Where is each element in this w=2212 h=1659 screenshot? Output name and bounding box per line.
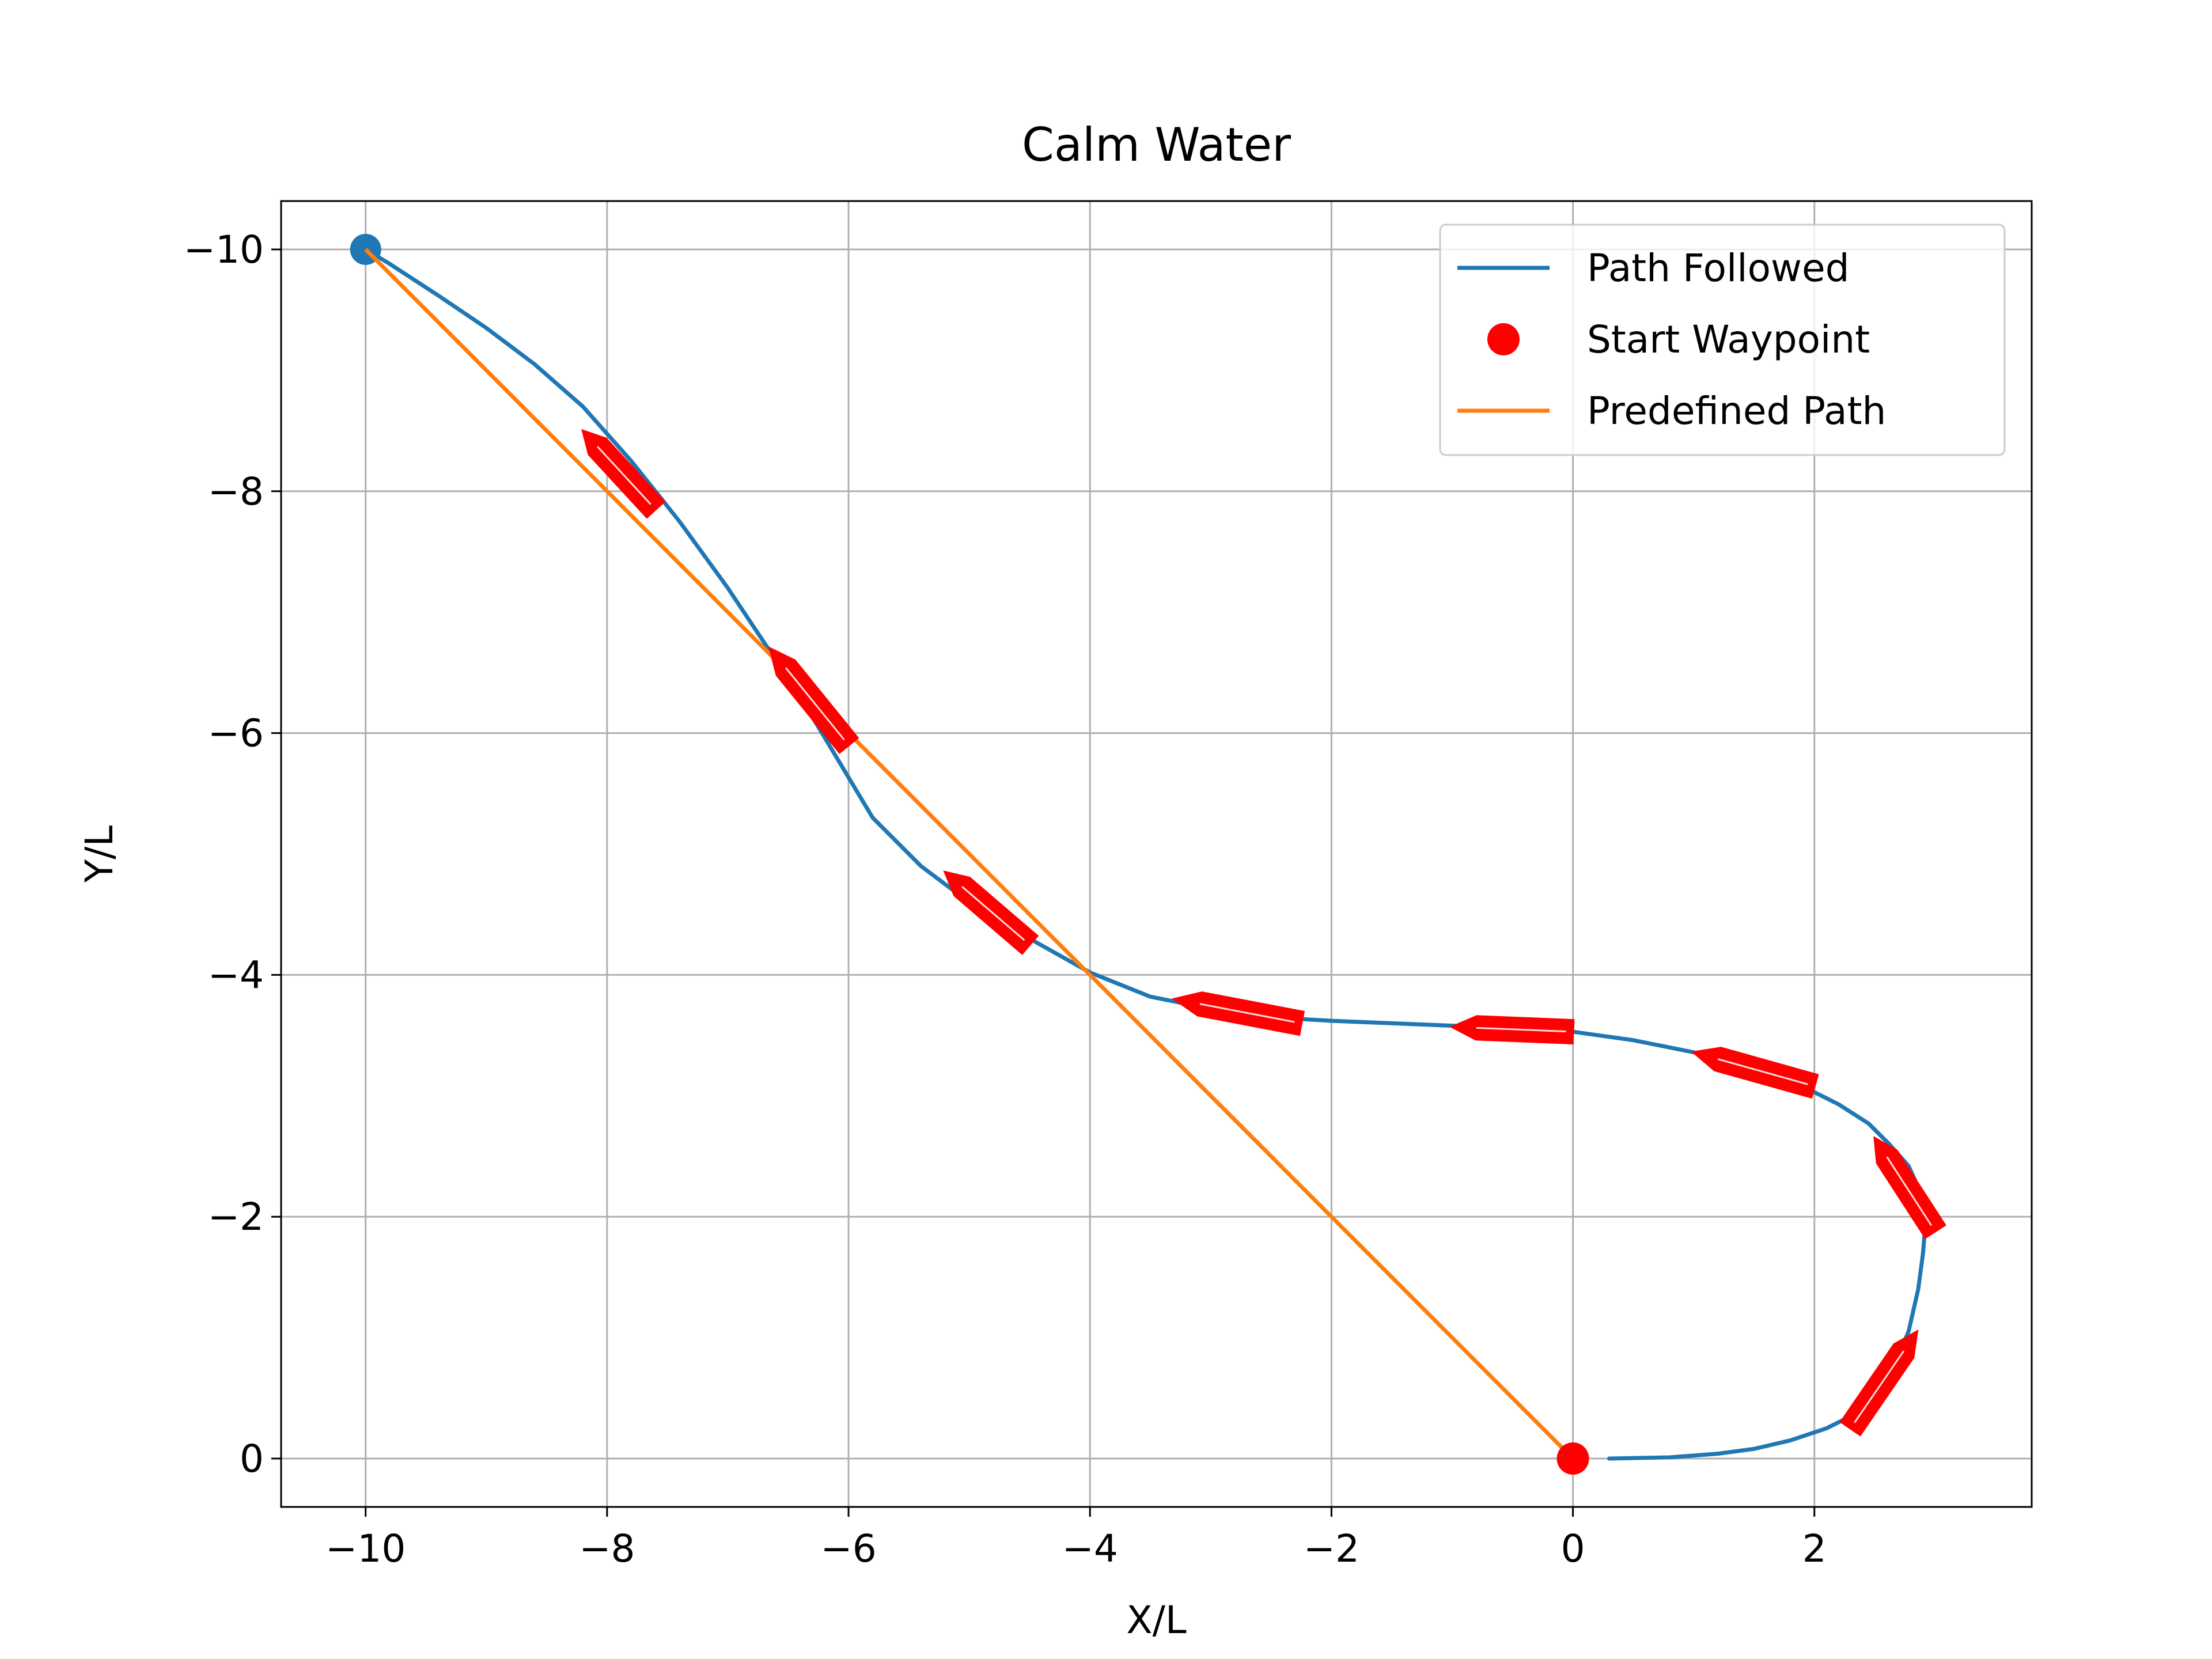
ship-marker-highlight bbox=[1199, 1003, 1295, 1023]
series-layer bbox=[350, 233, 1946, 1475]
ship-marker-highlight bbox=[785, 667, 845, 741]
predefined-path-line bbox=[364, 248, 1575, 1460]
grid-lines bbox=[281, 201, 2032, 1507]
ship-marker-highlight bbox=[1854, 1350, 1905, 1423]
y-tick-label: −6 bbox=[208, 711, 264, 756]
legend-label: Path Followed bbox=[1587, 246, 1850, 290]
x-tick-label: −6 bbox=[820, 1527, 876, 1571]
x-tick-label: −8 bbox=[579, 1527, 635, 1571]
ship-heading-marker bbox=[1839, 1329, 1919, 1437]
ship-marker-highlight bbox=[1476, 1027, 1566, 1033]
x-tick-label: 0 bbox=[1561, 1527, 1585, 1571]
y-tick-label: −2 bbox=[208, 1195, 264, 1239]
legend-label: Start Waypoint bbox=[1587, 317, 1870, 362]
ship-marker-highlight bbox=[1717, 1058, 1808, 1085]
x-tick-label: 2 bbox=[1802, 1527, 1827, 1571]
plot-area-frame bbox=[280, 200, 2033, 1508]
x-axis-label: X/L bbox=[1126, 1598, 1186, 1642]
legend: Path Followed Start Waypoint Predefined Pa… bbox=[1439, 224, 2006, 456]
axis-ticks: −10 −8 −6 −4 −2 0 2 −10 −8 −6 −4 −2 0 bbox=[184, 228, 1827, 1571]
y-tick-label: −10 bbox=[184, 228, 264, 272]
chart-title: Calm Water bbox=[1022, 118, 1291, 172]
x-tick-label: −2 bbox=[1304, 1527, 1359, 1571]
ship-heading-marker bbox=[1873, 1136, 1946, 1240]
legend-label: Predefined Path bbox=[1587, 389, 1886, 433]
legend-box bbox=[1439, 224, 2006, 456]
x-tick-label: −4 bbox=[1062, 1527, 1118, 1571]
ship-heading-marker bbox=[1172, 991, 1305, 1036]
legend-swatch-marker bbox=[1487, 323, 1520, 355]
ship-marker-highlight bbox=[961, 886, 1025, 941]
ship-marker-highlight bbox=[597, 446, 652, 505]
x-tick-label: −10 bbox=[325, 1527, 406, 1571]
y-axis-label: Y/L bbox=[77, 825, 122, 884]
start-waypoint-marker bbox=[1556, 1442, 1589, 1475]
y-tick-label: 0 bbox=[240, 1437, 264, 1481]
y-tick-label: −8 bbox=[208, 469, 264, 514]
y-tick-label: −4 bbox=[208, 953, 264, 997]
ship-marker-highlight bbox=[1886, 1156, 1933, 1226]
